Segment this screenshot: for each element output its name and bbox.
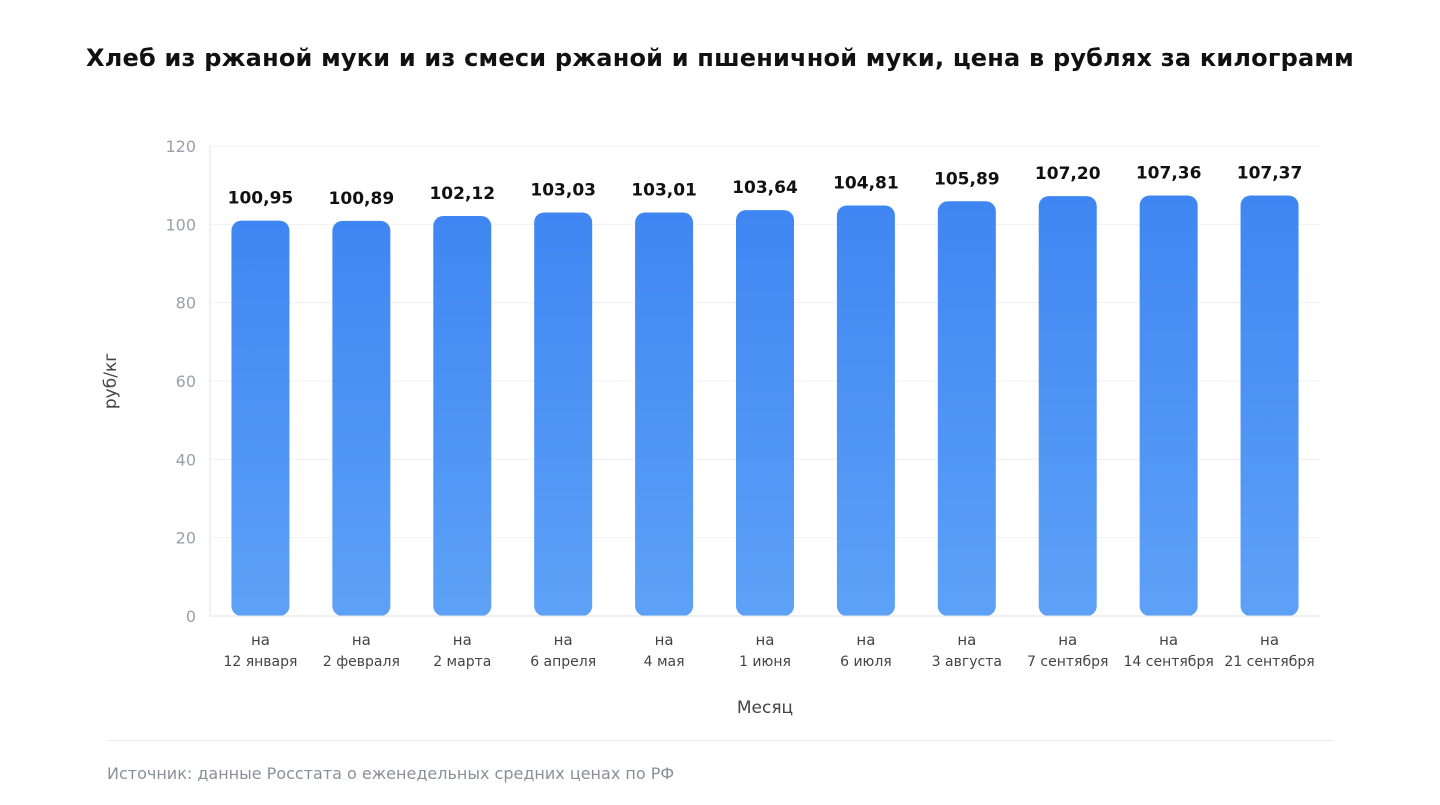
bar [1240,195,1299,616]
x-tick-label: 6 апреля [530,654,596,670]
y-tick-label: 80 [176,294,196,313]
bars [231,195,1299,617]
y-axis-ticks: 0 20 40 60 80 100 120 [165,137,196,626]
bar [1038,196,1097,616]
value-labels: 100,95 100,89 102,12 103,03 103,01 103,64 104,… [228,163,1303,208]
bar-value-label: 103,01 [631,181,697,201]
bar [231,220,290,617]
x-tick-label: 21 сентября [1224,654,1314,670]
x-tick-label: на [756,631,775,649]
x-tick-label: 12 января [223,654,297,670]
x-axis-ticks: на 12 января на 2 февраля на 2 марта на 6 апрел… [223,631,1314,670]
bar [736,210,794,616]
x-tick-label: на [1159,631,1178,649]
bar-value-label: 107,37 [1237,163,1303,183]
y-tick-label: 120 [165,137,196,156]
y-tick-label: 20 [176,529,196,548]
x-tick-label: на [1260,631,1279,649]
x-tick-label: на [655,631,674,649]
x-tick-label: на [352,631,371,649]
x-tick-label: 2 февраля [323,654,400,670]
y-tick-label: 0 [186,607,196,626]
bar-value-label: 103,03 [530,180,596,200]
bar [635,212,694,616]
x-axis-label: Месяц [737,698,793,718]
x-tick-label: на [453,631,472,649]
chart-title: Хлеб из ржаной муки и из смеси ржаной и … [86,44,1354,72]
x-tick-label: 7 сентября [1027,654,1108,670]
x-tick-label: 14 сентября [1124,654,1214,670]
y-tick-label: 60 [176,372,196,391]
x-tick-label: 6 июля [840,654,892,670]
bar-value-label: 104,81 [833,173,899,193]
bar-value-label: 107,20 [1035,164,1101,184]
bar [937,201,996,616]
bar-value-label: 103,64 [732,178,798,198]
x-tick-label: на [957,631,976,649]
bar [1139,195,1198,617]
bar [836,205,895,616]
x-tick-label: 2 марта [433,654,491,670]
bar-value-label: 102,12 [429,184,495,204]
bar-value-label: 105,89 [934,169,1000,189]
x-tick-label: на [856,631,875,649]
x-tick-label: на [251,631,270,649]
x-tick-label: 3 августа [932,654,1002,670]
y-tick-label: 100 [165,215,196,234]
x-tick-label: на [1058,631,1077,649]
y-axis-label: руб/кг [101,353,121,409]
footer-divider [107,740,1334,741]
bar-value-label: 107,36 [1136,164,1202,184]
source-note: Источник: данные Росстата о еженедельных… [107,764,675,783]
bar [332,220,391,616]
bar-value-label: 100,89 [329,189,395,209]
bar [433,216,492,616]
x-tick-label: 4 мая [644,654,685,670]
y-tick-label: 40 [176,450,196,469]
bar-value-label: 100,95 [228,189,294,209]
x-tick-label: 1 июня [739,654,791,670]
bar [534,212,593,617]
x-tick-label: на [554,631,573,649]
